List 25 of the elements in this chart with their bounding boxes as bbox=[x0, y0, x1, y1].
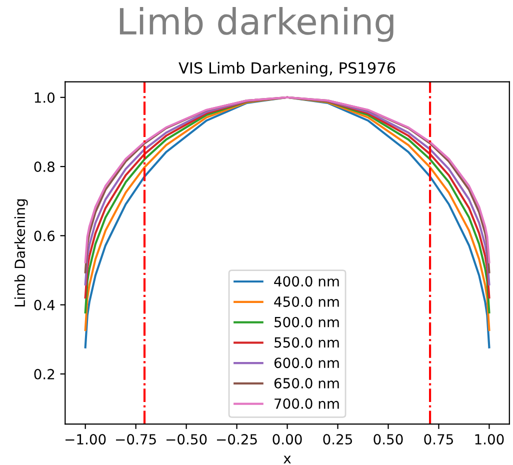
x-tick-label: 0.50 bbox=[374, 434, 403, 445]
y-tick-label: 0.8 bbox=[34, 162, 54, 172]
x-tick-label: 0.00 bbox=[272, 434, 302, 445]
legend-label: 500.0 nm bbox=[274, 316, 339, 328]
y-tick-label: 0.4 bbox=[34, 300, 55, 310]
y-tick-label: 1.0 bbox=[34, 92, 55, 103]
chart-subtitle: VIS Limb Darkening, PS1976 bbox=[178, 62, 396, 77]
legend-label: 400.0 nm bbox=[274, 276, 339, 287]
legend-label: 650.0 nm bbox=[274, 378, 339, 389]
legend-label: 550.0 nm bbox=[274, 337, 339, 348]
x-tick-label: 0.75 bbox=[424, 434, 453, 445]
x-axis-title: x bbox=[284, 456, 291, 464]
y-tick-label: 0.2 bbox=[34, 368, 54, 380]
y-axis-title: Limb Darkening bbox=[14, 199, 28, 306]
x-tick-label: −1.00 bbox=[66, 434, 106, 445]
x-tick-label: −0.25 bbox=[216, 434, 257, 445]
x-tick-label: −0.50 bbox=[166, 434, 207, 445]
y-tick-label: 0.6 bbox=[34, 230, 55, 242]
x-tick-label: −0.75 bbox=[116, 434, 156, 445]
chart-title: Limb darkening bbox=[120, 6, 394, 42]
legend-label: 700.0 nm bbox=[274, 398, 339, 409]
legend-label: 600.0 nm bbox=[274, 358, 339, 368]
legend-label: 450.0 nm bbox=[274, 296, 339, 307]
x-tick-label: 1.00 bbox=[475, 434, 504, 445]
x-tick-label: 0.25 bbox=[323, 434, 352, 445]
